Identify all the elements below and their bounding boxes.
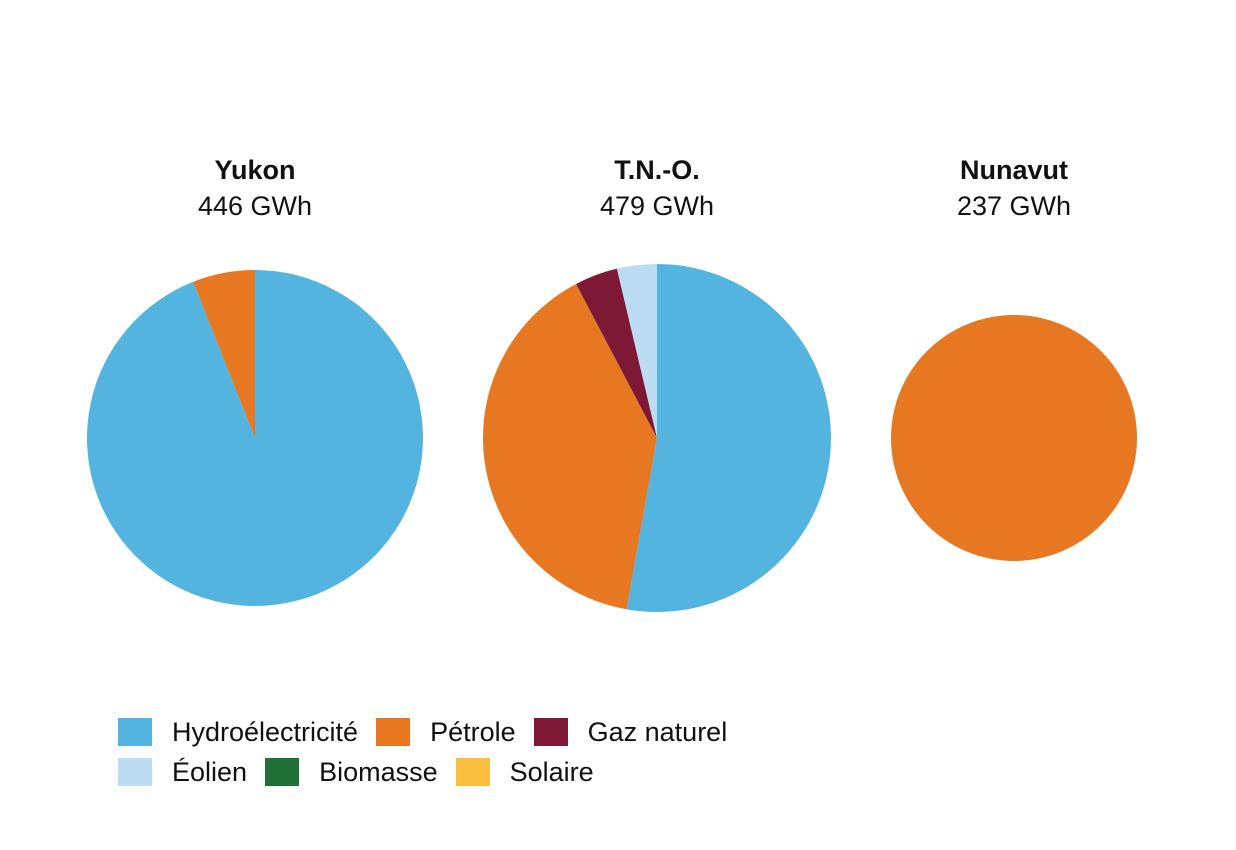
region-name: T.N.-O. [614,155,700,185]
pie-nunavut [891,315,1137,561]
legend-label: Gaz naturel [587,716,728,747]
swatch-biomasse [265,758,300,786]
legend-item-petrole: Pétrole [376,717,516,748]
legend-row: Hydroélectricité Pétrole Gaz naturel [118,712,745,752]
legend-row: Éolien Biomasse Solaire [118,752,745,792]
pie-title-tno: T.N.-O. 479 GWh [507,152,807,224]
pie-slice-hydroelectricite [86,270,424,607]
legend-label: Éolien [172,756,248,787]
pie-slice-petrole [483,283,657,610]
pie-title-yukon: Yukon 446 GWh [105,152,405,224]
legend-item-gaz: Gaz naturel [533,716,728,748]
pie-yukon [86,270,424,607]
pie-slice-gaz-naturel [576,268,657,438]
pie-tno [483,264,831,612]
region-total: 446 GWh [197,191,313,221]
pie-slice-petrole [193,270,255,438]
legend-label: Biomasse [319,756,438,787]
pie-slice-eolien [616,264,657,438]
legend-label: Solaire [509,756,594,787]
region-name: Nunavut [960,155,1068,185]
swatch-hydro [118,718,152,746]
pie-title-nunavut: Nunavut 237 GWh [864,152,1164,224]
legend-label: Pétrole [430,716,516,747]
swatch-solaire [455,758,490,786]
legend-item-eolien: Éolien [118,757,247,788]
legend-item-solaire: Solaire [455,756,594,788]
pie-slice-petrole [891,315,1137,561]
swatch-petrole [376,718,411,746]
region-name: Yukon [214,155,296,185]
swatch-gaz [533,718,568,746]
legend-item-hydro: Hydroélectricité [118,717,358,748]
swatch-eolien [118,758,152,786]
legend-item-biomasse: Biomasse [265,757,438,788]
region-total: 479 GWh [599,191,715,221]
pie-slice-hydroelectricite [626,264,831,612]
region-total: 237 GWh [956,191,1072,221]
legend: Hydroélectricité Pétrole Gaz naturel Éol… [118,712,745,792]
legend-label: Hydroélectricité [172,716,359,747]
